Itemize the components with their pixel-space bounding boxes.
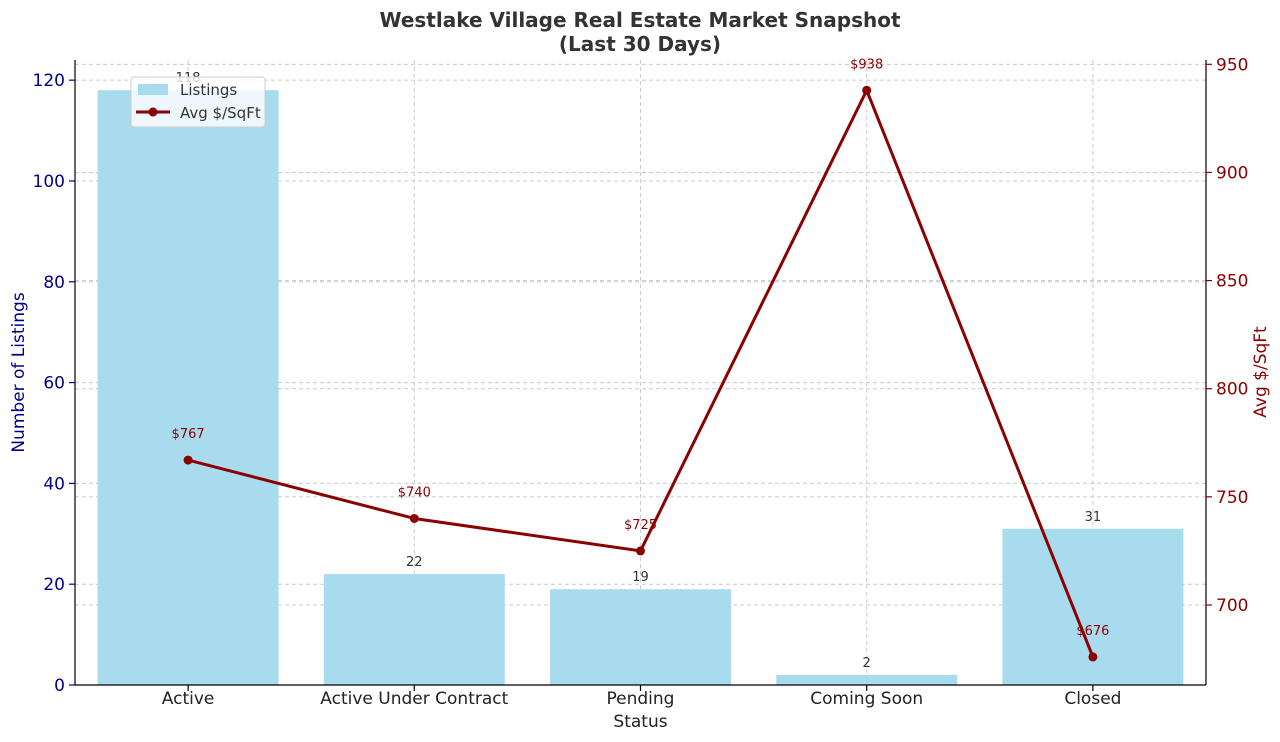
avg-sqft-point	[183, 455, 193, 465]
legend-line-marker	[148, 107, 158, 117]
x-tick-label: Active	[162, 689, 215, 709]
line-value-label: $767	[172, 427, 205, 442]
avg-sqft-point	[636, 546, 645, 556]
legend: Listings Avg $/SqFt	[130, 76, 266, 128]
bar	[323, 574, 505, 685]
y-left-tick-label: 0	[54, 676, 65, 696]
bar	[776, 674, 958, 685]
y-axis-left-label: Number of Listings	[9, 292, 29, 452]
chart-title: Westlake Village Real Estate Market Snap…	[379, 8, 900, 32]
bar-value-label: 22	[406, 555, 423, 570]
line-value-label: $676	[1076, 624, 1109, 639]
bar	[550, 589, 731, 685]
line-value-label: $725	[624, 518, 657, 533]
bar	[1002, 528, 1184, 685]
y-left-tick-label: 100	[33, 172, 65, 192]
bar-value-label: 19	[632, 570, 649, 585]
y-right-tick-label: 750	[1216, 488, 1248, 508]
legend-label-listings: Listings	[180, 81, 237, 99]
y-left-tick-label: 60	[43, 374, 65, 394]
y-left-tick-label: 40	[43, 474, 65, 494]
y-right-tick-label: 950	[1216, 55, 1248, 75]
y-left-tick-label: 120	[33, 71, 65, 91]
line-value-label: $740	[398, 485, 431, 500]
avg-sqft-point	[862, 85, 872, 95]
y-left-tick-label: 80	[43, 273, 65, 293]
chart-subtitle: (Last 30 Days)	[559, 32, 721, 56]
y-right-tick-label: 700	[1216, 596, 1248, 616]
x-tick-label: Pending	[607, 689, 675, 709]
y-axis-right-label: Avg $/SqFt	[1251, 326, 1271, 418]
bar	[97, 90, 279, 685]
x-tick-label: Active Under Contract	[320, 689, 508, 709]
x-tick-label: Coming Soon	[810, 689, 923, 709]
line-value-label: $938	[850, 57, 883, 72]
legend-bar-swatch	[138, 84, 168, 95]
bar-series	[97, 90, 1184, 685]
y-right-tick-label: 900	[1216, 163, 1248, 183]
y-right-tick-label: 800	[1216, 380, 1248, 400]
x-axis-label: Status	[613, 712, 667, 732]
y-right-tick-label: 850	[1216, 272, 1248, 292]
line-series	[183, 85, 1098, 662]
y-left-tick-label: 20	[43, 575, 65, 595]
x-tick-label: Closed	[1064, 689, 1121, 709]
axes: 0 20 40 60 80 100 120 700 750 800 850 900 950 Active A…	[33, 55, 1249, 709]
avg-sqft-point	[409, 513, 419, 523]
legend-label-avg-sqft: Avg $/SqFt	[180, 104, 261, 122]
avg-sqft-point	[1088, 652, 1098, 662]
bar-value-label: 2	[863, 656, 871, 671]
bar-value-label: 31	[1085, 510, 1102, 525]
